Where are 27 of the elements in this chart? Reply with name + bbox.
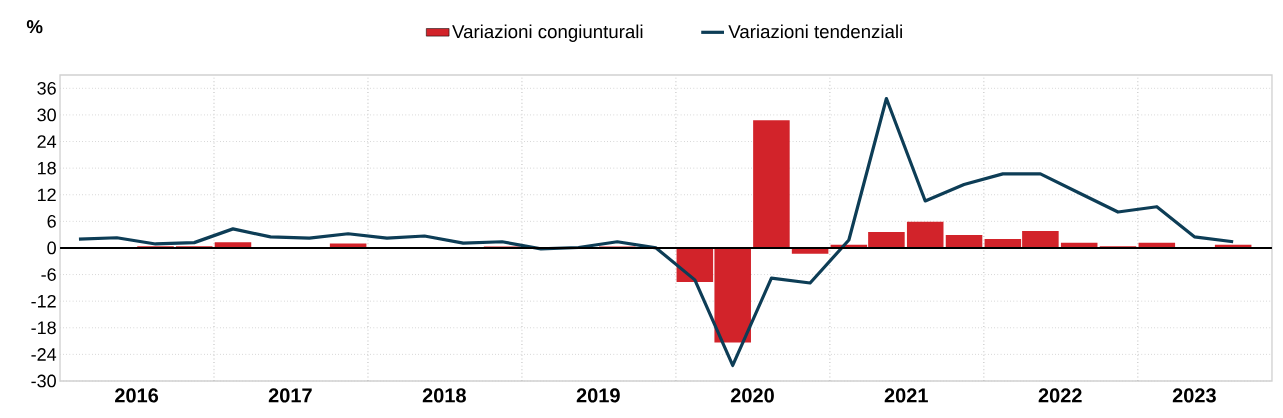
y-tick-label: -18	[31, 321, 56, 335]
y-tick-label: -12	[31, 294, 56, 308]
y-tick-label: -6	[41, 268, 56, 281]
bar	[945, 235, 983, 248]
y-tick-label: 18	[38, 161, 56, 175]
bar	[906, 221, 944, 248]
x-tick-label: 2021	[884, 388, 928, 403]
x-tick-label: 2018	[422, 388, 466, 403]
line-series	[77, 96, 1235, 368]
legend-label: Variazioni congiunturali	[452, 24, 643, 42]
y-tick-label: 24	[37, 135, 57, 148]
x-tick-label: 2019	[576, 388, 620, 403]
y-tick-label: 30	[37, 108, 56, 122]
x-tick-label: 2016	[115, 388, 159, 403]
y-tick-label: 12	[38, 188, 56, 202]
y-axis-title: %	[26, 20, 43, 34]
legend-label: Variazioni tendenziali	[728, 24, 902, 39]
x-tick-label: 2022	[1038, 388, 1082, 403]
y-tick-label: -24	[31, 348, 57, 361]
bar	[753, 120, 790, 248]
y-tick-label: 36	[37, 81, 56, 95]
x-tick-label: 2020	[730, 388, 774, 403]
y-tick-label: 0	[47, 241, 56, 255]
y-tick-label: -30	[31, 374, 56, 388]
x-tick-label: 2017	[268, 388, 312, 403]
y-tick-label: 6	[47, 214, 56, 228]
x-tick-label: 2023	[1172, 388, 1216, 403]
